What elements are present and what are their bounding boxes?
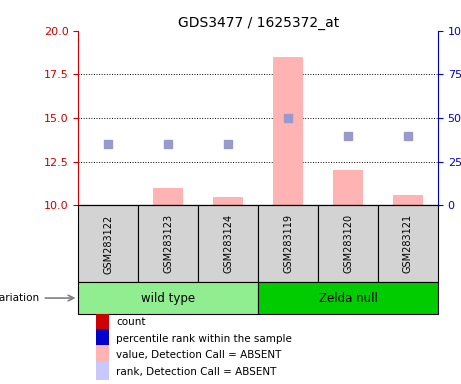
- Bar: [378, 205, 438, 282]
- Bar: [96, 345, 109, 365]
- Text: Zelda null: Zelda null: [319, 291, 378, 305]
- Bar: [393, 195, 423, 205]
- Bar: [96, 362, 109, 382]
- Bar: [273, 57, 303, 205]
- Bar: [333, 170, 363, 205]
- Bar: [138, 205, 198, 282]
- Text: rank, Detection Call = ABSENT: rank, Detection Call = ABSENT: [116, 367, 277, 377]
- Text: value, Detection Call = ABSENT: value, Detection Call = ABSENT: [116, 350, 282, 360]
- Bar: [78, 282, 258, 314]
- Text: GSM283122: GSM283122: [103, 214, 113, 273]
- Bar: [213, 197, 243, 205]
- Point: [225, 141, 232, 147]
- Bar: [258, 282, 438, 314]
- Text: GSM283121: GSM283121: [403, 214, 413, 273]
- Point: [344, 132, 352, 139]
- Bar: [153, 188, 183, 205]
- Text: genotype/variation: genotype/variation: [0, 293, 40, 303]
- Text: GSM283124: GSM283124: [223, 214, 233, 273]
- Point: [404, 132, 412, 139]
- Bar: [96, 312, 109, 332]
- Text: count: count: [116, 317, 146, 327]
- Point: [284, 115, 292, 121]
- Bar: [258, 205, 318, 282]
- Bar: [96, 329, 109, 349]
- Title: GDS3477 / 1625372_at: GDS3477 / 1625372_at: [177, 16, 339, 30]
- Text: GSM283119: GSM283119: [283, 214, 293, 273]
- Text: GSM283123: GSM283123: [163, 214, 173, 273]
- Text: GSM283120: GSM283120: [343, 214, 353, 273]
- Point: [165, 141, 172, 147]
- Text: percentile rank within the sample: percentile rank within the sample: [116, 334, 292, 344]
- Bar: [198, 205, 258, 282]
- Text: wild type: wild type: [141, 291, 195, 305]
- Point: [105, 141, 112, 147]
- Bar: [78, 205, 138, 282]
- Bar: [318, 205, 378, 282]
